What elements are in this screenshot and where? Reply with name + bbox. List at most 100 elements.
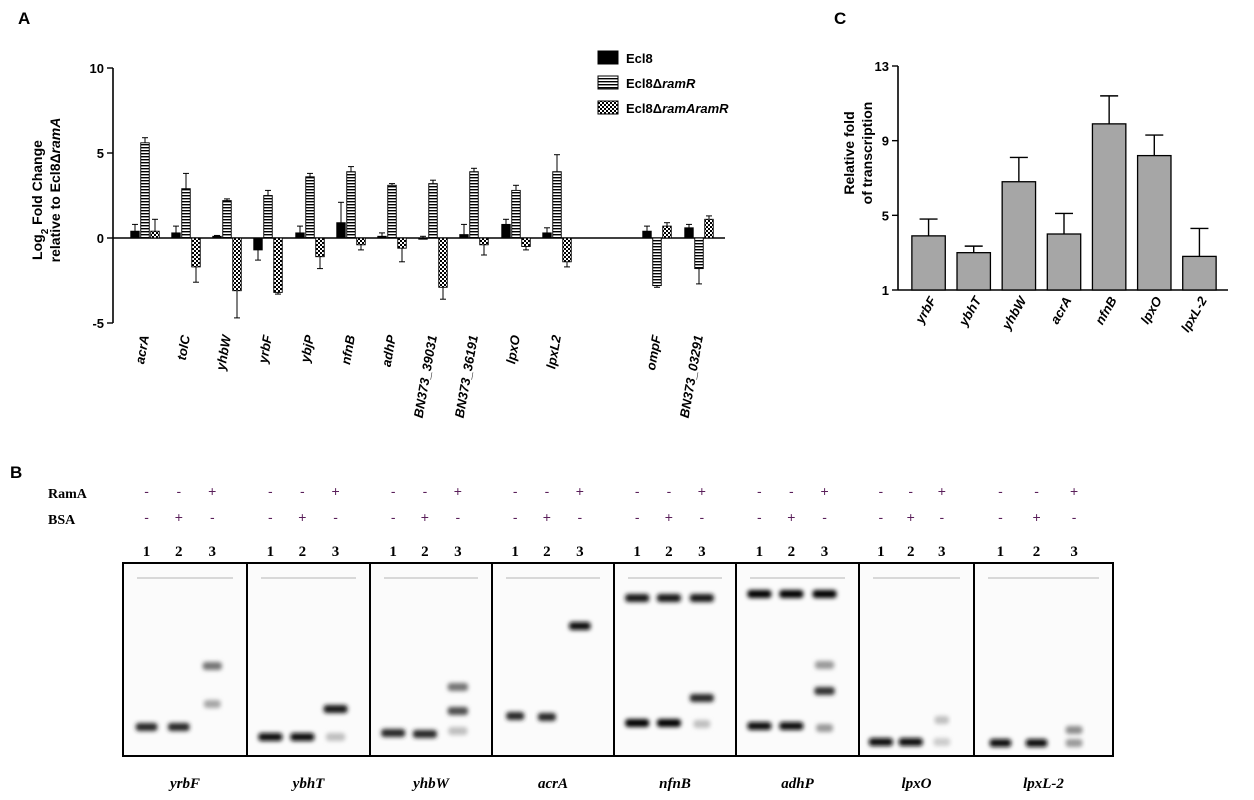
gel-band [447,707,469,715]
gel-band [689,694,714,702]
gel-rama-sign: - [908,483,913,499]
gel-bsa-sign: - [998,509,1003,525]
chart-a-bar [501,223,511,239]
gel-gene-label: adhP [781,776,814,792]
gel-lane-number: 3 [938,544,946,560]
chart-a-bar [511,189,521,239]
gel-rama-sign: + [454,483,462,499]
panel-a-letter: A [18,9,30,28]
gel-box [973,562,1114,757]
chart-c-ytick-label: 9 [882,134,889,149]
gel-gene-label: acrA [538,776,568,792]
chart-a-bar [336,222,346,239]
gel-gene-label: lpxO [902,776,932,792]
gel-bsa-sign: - [578,509,583,525]
gel-rama-sign: + [820,483,828,499]
chart-c-category-label: nfnB [1092,294,1120,327]
chart-c-ylabel-line1: Relative fold [841,111,857,194]
gel-band [323,705,348,713]
chart-a-bar [295,232,305,239]
chart-a-ylabel-line2: relative to Ecl8ΔramA [47,118,63,263]
gel-band [747,722,772,730]
chart-c-category-label: yrbF [912,293,940,327]
chart-a-bar [397,237,407,249]
gel-bsa-sign: - [700,509,705,525]
chart-c-bar [1046,233,1082,291]
gel-rama-sign: - [300,483,305,499]
chart-a-bar [521,237,531,247]
gel-box [246,562,371,757]
gel-band [934,716,949,724]
gel-gene-label: lpxL-2 [1023,776,1064,792]
gel-row-label-bsa: BSA [48,513,76,528]
gel-rama-sign: + [331,483,339,499]
gel-band [816,724,833,732]
gel-band [325,733,346,741]
chart-c-bar [1091,123,1127,291]
gel-bsa-sign: - [822,509,827,525]
chart-c-bar [1136,154,1172,291]
chart-a-bars [130,137,714,319]
chart-a-bar [387,184,397,239]
chart-a-bar [479,237,489,246]
gel-lane-number: 1 [143,544,151,560]
gel-band [537,713,556,721]
chart-a-bar [356,237,366,246]
gel-lane-number: 1 [389,544,397,560]
gel-band [747,590,772,598]
gel-lane-number: 1 [633,544,641,560]
chart-a-category-label: yrbF [255,333,275,365]
chart-a-bar [418,237,428,240]
gel-rama-sign: + [938,483,946,499]
chart-a-category-label: BN373_39031 [411,334,440,419]
gel-lane-number: 3 [454,544,462,560]
chart-a: -5 0 5 10 acrA tolC yhbW yrbF ybjP nfnB adhP BN373… [29,50,729,419]
chart-a-category-label: yhbW [213,332,234,372]
gel-rama-sign: + [698,483,706,499]
chart-a-bar [305,176,315,239]
panel-b-letter: B [10,463,22,482]
chart-a-bar [438,237,448,288]
gel-bsa-sign: - [210,509,215,525]
gel-bsa-sign: - [635,509,640,525]
gel-rama-sign: - [144,483,149,499]
chart-a-bar [130,230,140,239]
gel-bsa-sign: + [175,509,183,525]
gel-rama-sign: - [998,483,1003,499]
chart-a-category-label: adhP [379,334,399,368]
chart-a-bar [642,230,652,239]
chart-c-bar [1182,255,1217,291]
gel-rama-sign: - [176,483,181,499]
gel-band [814,687,835,695]
gel-bsa-sign: - [391,509,396,525]
gel-band [693,720,711,728]
chart-a-ytick-label: 10 [90,61,104,76]
gel-lane-number: 3 [821,544,829,560]
gel-panel: RamA BSA - - +- + -1 2 3- - +- + -1 2 3- - +- + -1 2 3- - +-… [48,483,1114,792]
chart-a-bar [552,171,562,239]
chart-c: Relative fold of transcription 1 5 9 13 yrb… [841,59,1228,335]
gel-row-label-rama: RamA [48,487,88,502]
chart-a-category-label: lpxO [503,334,523,365]
gel-lane-number: 2 [788,544,796,560]
chart-a-bar [140,142,150,239]
gel-bsa-sign: - [456,509,461,525]
gel-rama-sign: - [635,483,640,499]
gel-band [447,683,469,691]
gel-band [814,661,835,669]
gel-band [506,712,525,720]
chart-a-bar [377,235,387,239]
gel-band [1065,739,1083,747]
gel-lane-number: 1 [877,544,885,560]
chart-a-category-label: BN373_36191 [452,334,481,419]
gel-band [202,662,222,670]
gel-rama-sign: + [208,483,216,499]
gel-lane-number: 2 [299,544,307,560]
gel-bsa-sign: - [879,509,884,525]
chart-c-ticks: 1 5 9 13 [875,59,898,298]
gel-bsa-sign: - [268,509,273,525]
chart-a-bar [191,237,201,268]
gel-rama-sign: - [423,483,428,499]
gel-band [381,729,406,737]
